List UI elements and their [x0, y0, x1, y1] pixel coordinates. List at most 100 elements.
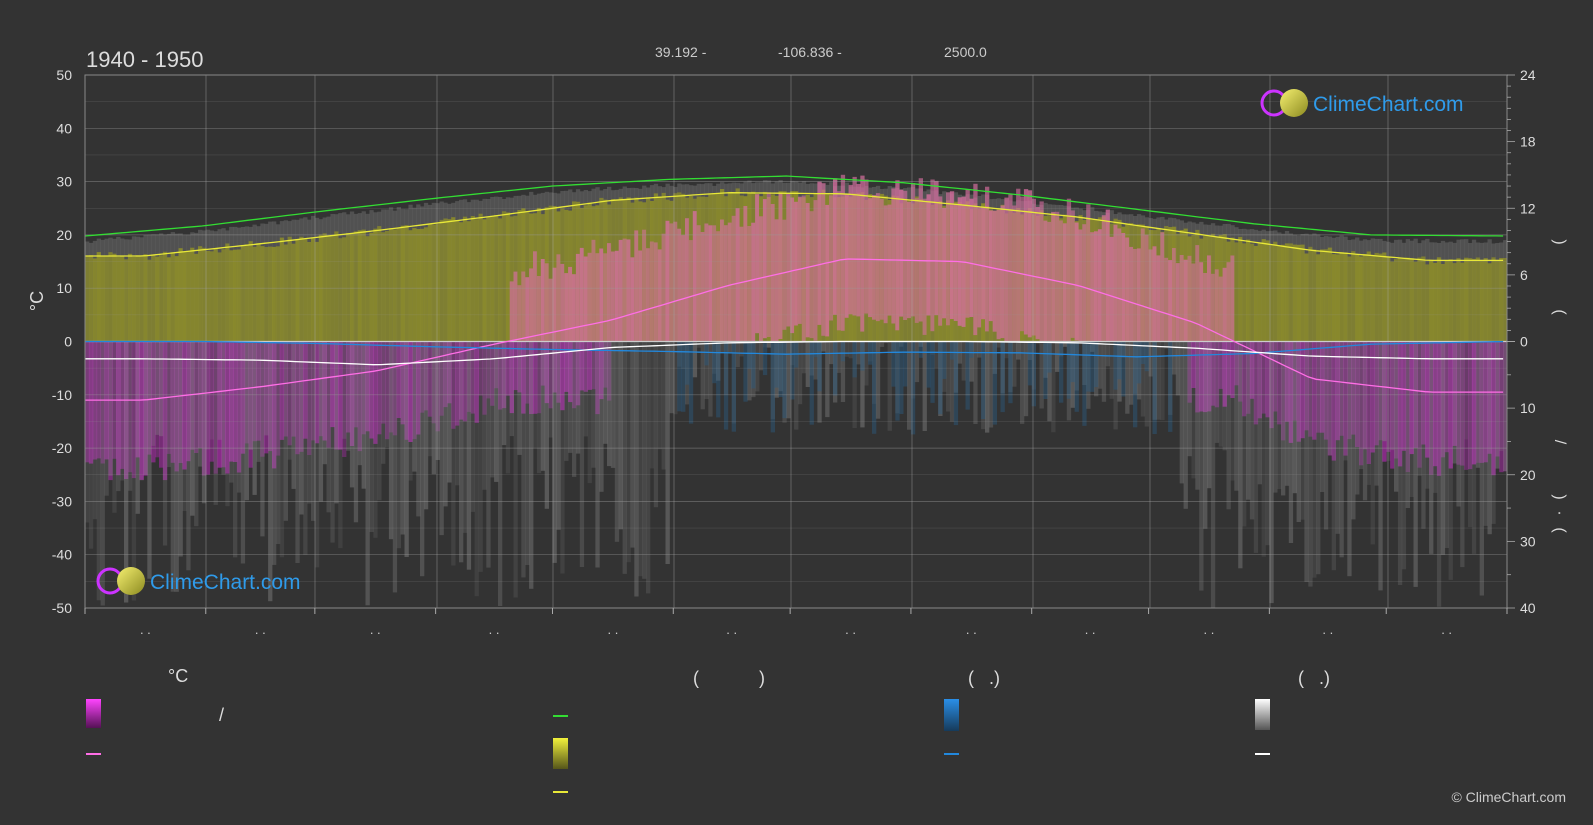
sunshine-band — [1304, 253, 1309, 342]
snow-band — [1425, 341, 1430, 489]
sunshine-band — [342, 237, 347, 342]
temp-range-band — [381, 341, 386, 424]
snow-band — [416, 341, 421, 517]
logo-bottom[interactable]: ClimeChart.com — [96, 567, 301, 595]
sunshine-band — [1265, 240, 1270, 342]
rain-band — [953, 341, 959, 426]
snow-band — [159, 341, 164, 437]
snow-band — [591, 341, 596, 468]
snow-band — [1047, 341, 1052, 422]
x-tick-label: . . — [726, 622, 737, 637]
temp-range-band — [291, 341, 296, 437]
snow-band — [478, 341, 483, 572]
snow-band — [755, 341, 760, 392]
x-tick-label: . . — [966, 622, 977, 637]
rain-band — [1121, 341, 1126, 397]
sunshine-band — [170, 252, 175, 342]
temp-range-band — [1066, 198, 1072, 342]
temp-range-band — [466, 341, 472, 412]
rain-band — [969, 341, 974, 358]
sunshine-band — [1421, 256, 1426, 342]
temp-range-band — [513, 271, 518, 342]
snow-band — [412, 341, 417, 472]
snow-band — [1331, 341, 1336, 571]
snow-band — [198, 341, 203, 467]
latitude-label: 39.192 - — [655, 44, 707, 60]
temp-range-band — [1253, 341, 1259, 425]
temp-range-band — [1090, 232, 1095, 342]
sunshine-band — [229, 250, 234, 342]
temp-range-band — [509, 281, 514, 342]
temp-range-band — [700, 232, 705, 342]
snow-band — [283, 341, 288, 521]
snow-band — [887, 341, 892, 431]
snow-band — [1070, 341, 1075, 408]
temp-range-band — [1479, 341, 1484, 463]
temp-range-band — [529, 268, 534, 342]
sunshine-band — [392, 229, 398, 342]
sunshine-band — [369, 232, 374, 342]
snow-band — [318, 341, 324, 502]
temp-range-band — [595, 341, 600, 415]
snow-band — [872, 341, 877, 404]
temp-range-band — [1059, 220, 1064, 342]
rain-band — [704, 341, 709, 366]
temp-range-band — [162, 341, 168, 481]
snow-band — [930, 341, 935, 355]
snow-band — [907, 341, 912, 430]
temp-range-band — [727, 222, 733, 342]
snow-band — [326, 341, 331, 513]
temp-range-band — [314, 341, 320, 444]
temp-range-band — [1113, 224, 1118, 342]
temp-range-band — [1238, 341, 1243, 402]
rain-band — [809, 341, 814, 425]
temp-range-band — [1109, 236, 1114, 342]
temp-range-band — [505, 341, 511, 396]
sunshine-band — [349, 233, 355, 342]
snow-band — [735, 341, 740, 368]
sunshine-band — [1335, 254, 1340, 342]
sunshine-band — [120, 256, 125, 342]
snow-band — [1444, 341, 1449, 548]
temp-range-band — [439, 341, 444, 416]
sunshine-band — [423, 227, 429, 342]
snow-band — [1140, 341, 1146, 417]
sunshine-band — [373, 228, 378, 342]
sunshine-band — [1503, 258, 1508, 342]
temp-range-band — [1179, 255, 1184, 342]
snow-band — [443, 341, 448, 507]
snow-band — [120, 341, 125, 481]
temp-range-band — [1471, 341, 1477, 465]
snow-band — [1012, 341, 1017, 387]
snow-band — [400, 341, 405, 535]
logo-top[interactable]: ClimeChart.com — [1260, 89, 1464, 117]
temp-range-band — [517, 285, 522, 342]
temp-range-band — [268, 341, 273, 452]
sunshine-band — [1288, 243, 1294, 342]
snow-band — [104, 341, 109, 496]
sunshine-band — [295, 239, 300, 342]
snow-band — [1429, 341, 1434, 554]
temp-range-band — [622, 238, 627, 342]
temp-range-band — [1222, 341, 1227, 407]
snow-band — [353, 341, 359, 523]
temp-range-band — [688, 240, 694, 342]
sunshine-band — [420, 228, 425, 342]
snow-band — [595, 341, 600, 568]
temp-range-band — [108, 341, 113, 481]
rain-band — [1152, 341, 1157, 434]
snow-band — [486, 341, 491, 568]
sunshine-band — [135, 255, 140, 342]
snow-band — [1269, 341, 1274, 604]
snow-band — [1023, 341, 1029, 417]
temp-range-band — [575, 253, 581, 342]
sunshine-band — [159, 255, 164, 342]
snow-band — [1156, 341, 1161, 420]
sunshine-line — [85, 192, 1504, 262]
left-tick-label: 10 — [56, 280, 72, 296]
temp-range-band — [1312, 341, 1317, 440]
rain-band — [1133, 341, 1138, 428]
temp-range-band — [1362, 341, 1368, 450]
temp-range-band — [1405, 341, 1410, 472]
snow-band — [124, 341, 129, 603]
